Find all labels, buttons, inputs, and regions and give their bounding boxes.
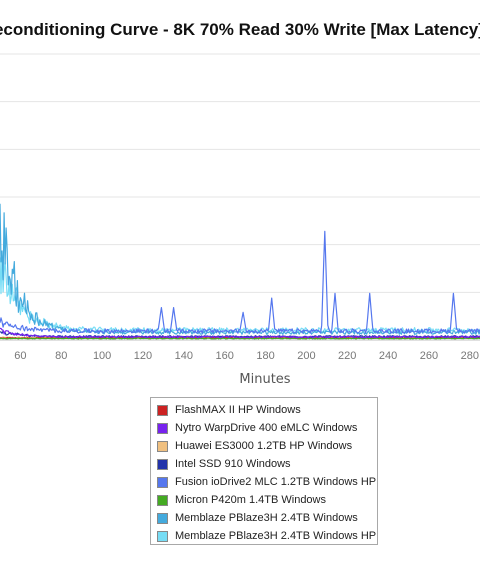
x-tick-label: 140	[175, 350, 193, 362]
legend-swatch	[157, 404, 168, 416]
series-line	[0, 254, 480, 333]
x-tick-label: 240	[379, 350, 397, 362]
x-tick-label: 160	[216, 350, 234, 362]
legend-item[interactable]: Huawei ES3000 1.2TB HP Windows	[151, 437, 377, 455]
gridlines	[0, 53, 480, 341]
legend-item[interactable]: FlashMAX II HP Windows	[151, 401, 377, 419]
legend-item[interactable]: Memblaze PBlaze3H 2.4TB Windows HP	[151, 527, 377, 545]
legend-label: Memblaze PBlaze3H 2.4TB Windows	[175, 512, 358, 524]
legend-item[interactable]: Intel SSD 910 Windows	[151, 455, 377, 473]
x-tick-label: 120	[134, 350, 152, 362]
legend-swatch	[157, 422, 168, 434]
legend-label: Micron P420m 1.4TB Windows	[175, 494, 326, 506]
legend-label: Fusion ioDrive2 MLC 1.2TB Windows HP	[175, 476, 377, 488]
x-ticks: 60 80 100 120 140 160 180 200 220 240 260 280	[14, 350, 479, 362]
series-line	[0, 327, 480, 339]
chart-title: Preconditioning Curve - 8K 70% Read 30% …	[0, 20, 480, 39]
legend-item[interactable]: Nytro WarpDrive 400 eMLC Windows	[151, 419, 377, 437]
x-tick-label: 200	[297, 350, 315, 362]
legend-swatch	[157, 494, 168, 506]
x-tick-label: 100	[93, 350, 111, 362]
legend-label: FlashMAX II HP Windows	[175, 404, 301, 416]
x-tick-label: 280	[461, 350, 479, 362]
series-line	[0, 230, 480, 334]
x-tick-label: 180	[256, 350, 274, 362]
x-axis-label: Minutes	[239, 372, 290, 387]
legend-label: Nytro WarpDrive 400 eMLC Windows	[175, 422, 358, 434]
legend-item[interactable]: Memblaze PBlaze3H 2.4TB Windows	[151, 509, 377, 527]
legend-swatch	[157, 476, 168, 488]
legend-label: Intel SSD 910 Windows	[175, 458, 291, 470]
legend: FlashMAX II HP Windows Nytro WarpDrive 4…	[150, 397, 378, 545]
legend-swatch	[157, 440, 168, 452]
legend-label: Memblaze PBlaze3H 2.4TB Windows HP	[175, 530, 377, 542]
x-tick-label: 260	[420, 350, 438, 362]
chart: 60 80 100 120 140 160 180 200 220 240 260 280 Preco…	[0, 20, 480, 387]
series-line	[0, 203, 480, 335]
legend-item[interactable]: Fusion ioDrive2 MLC 1.2TB Windows HP	[151, 473, 377, 491]
legend-label: Huawei ES3000 1.2TB HP Windows	[175, 440, 353, 452]
series-line	[0, 337, 480, 340]
legend-swatch	[157, 530, 168, 542]
legend-swatch	[157, 512, 168, 524]
x-tick-label: 80	[55, 350, 67, 362]
series-layer	[0, 203, 480, 340]
legend-swatch	[157, 458, 168, 470]
x-tick-label: 220	[338, 350, 356, 362]
x-tick-label: 60	[14, 350, 26, 362]
legend-item[interactable]: Micron P420m 1.4TB Windows	[151, 491, 377, 509]
